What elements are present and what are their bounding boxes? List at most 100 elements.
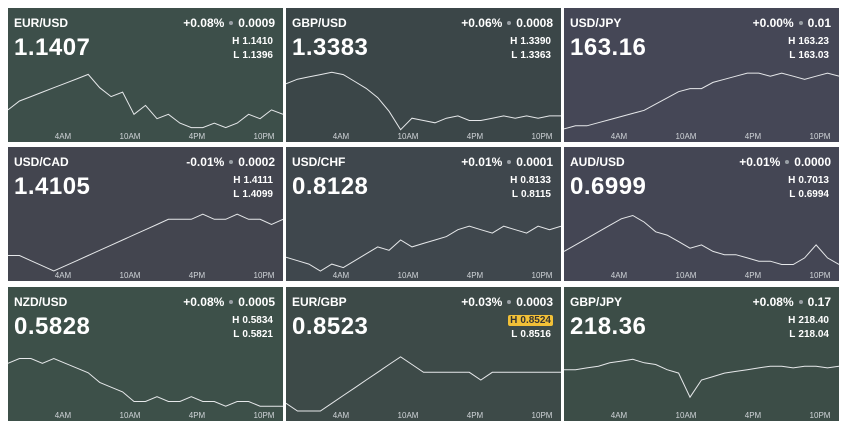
quote-tile: 4AM 10AM 4PM 10PM USD/CAD -0.01% 0.0002 1.4105 H… [8, 147, 283, 281]
quote-tile: 4AM 10AM 4PM 10PM EUR/USD +0.08% 0.0009 1.1407 H… [8, 8, 283, 142]
high-row: H 0.5834 [230, 315, 275, 326]
high-row: H 1.4111 [231, 175, 275, 186]
high-row: H 1.3390 [508, 36, 553, 47]
time-label: 4AM [55, 132, 72, 141]
sparkline [564, 358, 839, 399]
price: 0.6999 [570, 173, 647, 200]
high-row: H 163.23 [786, 36, 831, 47]
low-row: L 0.6994 [787, 189, 831, 200]
sparkline [564, 72, 839, 130]
change-percent: +0.03% [461, 295, 503, 309]
low-value: 1.1396 [242, 50, 273, 61]
change: +0.08% 0.0009 [183, 16, 275, 30]
change-percent: +0.00% [752, 16, 794, 30]
low-label: L [789, 50, 796, 61]
time-label: 10AM [398, 132, 419, 141]
time-label: 10AM [398, 411, 419, 420]
change: +0.06% 0.0008 [461, 16, 553, 30]
change-percent: +0.06% [461, 16, 503, 30]
time-label: 10PM [254, 132, 275, 141]
low-label: L [511, 329, 518, 340]
separator-dot [229, 21, 234, 25]
quote-tile: 4AM 10AM 4PM 10PM USD/JPY +0.00% 0.01 163.16 H 16… [564, 8, 839, 142]
price: 1.3383 [292, 34, 369, 61]
sparkline-chart: 4AM 10AM 4PM 10PM [8, 73, 283, 141]
low-value: 1.3363 [520, 50, 551, 61]
change: +0.08% 0.17 [753, 295, 831, 309]
time-label: 10AM [676, 132, 697, 141]
low-row: L 218.04 [787, 329, 831, 340]
low-value: 163.03 [798, 50, 829, 61]
high-value: 0.5834 [242, 315, 273, 326]
time-label: 10AM [398, 271, 419, 280]
change-percent: +0.01% [739, 155, 781, 169]
low-label: L [789, 189, 796, 200]
high-label: H [788, 36, 796, 47]
change: +0.08% 0.0005 [183, 295, 275, 309]
high-label: H [788, 315, 796, 326]
high-label: H [510, 315, 518, 326]
price: 0.5828 [14, 313, 91, 340]
separator-dot [798, 300, 803, 304]
change: +0.00% 0.01 [753, 16, 831, 30]
pair-name: EUR/USD [14, 16, 69, 30]
pair-name: NZD/USD [14, 295, 68, 309]
low-row: L 0.8516 [509, 329, 553, 340]
separator-dot [229, 160, 234, 164]
high-value: 218.40 [798, 315, 829, 326]
low-label: L [511, 50, 518, 61]
time-label: 4PM [467, 411, 484, 420]
price: 0.8523 [292, 313, 369, 340]
low-row: L 163.03 [787, 50, 831, 61]
price: 1.4105 [14, 173, 91, 200]
sparkline [8, 213, 283, 272]
high-value: 1.1410 [242, 36, 273, 47]
separator-dot [785, 160, 790, 164]
high-row: H 1.1410 [230, 36, 275, 47]
change-percent: -0.01% [186, 155, 225, 169]
pair-name: USD/JPY [570, 16, 622, 30]
high-label: H [232, 315, 240, 326]
high-value: 0.8133 [520, 175, 551, 186]
pair-name: AUD/USD [570, 155, 625, 169]
low-value: 0.6994 [798, 189, 829, 200]
time-label: 4PM [467, 271, 484, 280]
price: 1.1407 [14, 34, 91, 61]
high-row: H 218.40 [786, 315, 831, 326]
high-value: 1.4111 [243, 175, 273, 186]
change: +0.03% 0.0003 [461, 295, 553, 309]
time-label: 4AM [611, 411, 628, 420]
pair-name: EUR/GBP [292, 295, 347, 309]
quote-tile: 4AM 10AM 4PM 10PM GBP/JPY +0.08% 0.17 218.36 H 21… [564, 287, 839, 421]
sparkline [8, 357, 283, 407]
low-row: L 0.8115 [510, 189, 553, 200]
low-row: L 1.4099 [231, 189, 275, 200]
high-label: H [510, 36, 518, 47]
sparkline-chart: 4AM 10AM 4PM 10PM [8, 213, 283, 280]
low-value: 0.8516 [520, 329, 551, 340]
change-percent: +0.08% [183, 295, 225, 309]
quote-tile: 4AM 10AM 4PM 10PM EUR/GBP +0.03% 0.0003 0.8523 H… [286, 287, 561, 421]
time-label: 10PM [532, 411, 553, 420]
time-label: 10AM [676, 411, 697, 420]
time-label: 4PM [189, 132, 206, 141]
change-absolute: 0.0005 [238, 295, 275, 309]
pair-name: GBP/JPY [570, 295, 623, 309]
sparkline [286, 225, 561, 272]
change-percent: +0.08% [183, 16, 225, 30]
time-label: 10PM [532, 132, 553, 141]
low-row: L 1.3363 [509, 50, 553, 61]
sparkline-chart: 4AM 10AM 4PM 10PM [286, 356, 561, 420]
time-label: 10PM [532, 271, 553, 280]
time-label: 10PM [810, 411, 831, 420]
time-label: 4AM [333, 411, 350, 420]
pair-name: USD/CHF [292, 155, 346, 169]
change-absolute: 0.0000 [794, 155, 831, 169]
time-label: 4AM [611, 271, 628, 280]
separator-dot [507, 300, 512, 304]
low-value: 218.04 [798, 329, 829, 340]
low-label: L [789, 329, 796, 340]
high-value: 1.3390 [520, 36, 551, 47]
low-label: L [233, 329, 240, 340]
change-absolute: 0.17 [807, 295, 831, 309]
